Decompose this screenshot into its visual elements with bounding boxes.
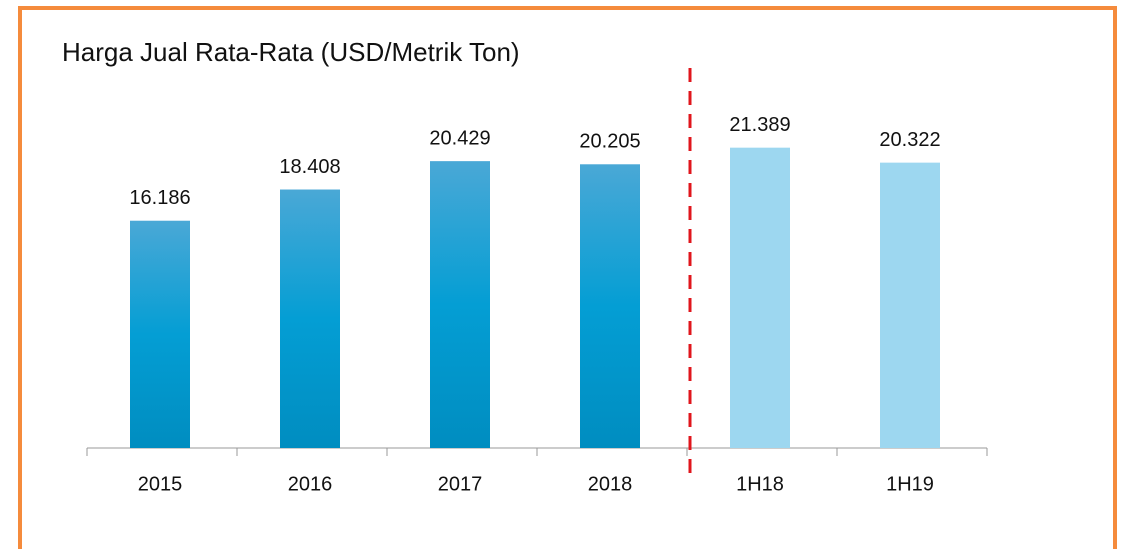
frame xyxy=(18,6,1117,549)
bar xyxy=(580,164,640,448)
bar xyxy=(730,147,790,449)
bar xyxy=(280,189,340,448)
bar xyxy=(130,220,190,448)
x-tick-label: 1H19 xyxy=(886,473,934,495)
value-label: 20.205 xyxy=(579,131,640,153)
x-tick-label: 2018 xyxy=(588,473,633,495)
value-label: 20.322 xyxy=(879,129,940,151)
value-label: 21.389 xyxy=(729,114,790,136)
x-tick-label: 2015 xyxy=(138,473,183,495)
x-tick-label: 2016 xyxy=(288,473,333,495)
x-tick-label: 1H18 xyxy=(736,473,784,495)
value-label: 18.408 xyxy=(279,156,340,178)
value-label: 20.429 xyxy=(429,127,490,149)
chart-title: Harga Jual Rata-Rata (USD/Metrik Ton) xyxy=(62,37,520,67)
bar xyxy=(430,161,490,448)
value-label: 16.186 xyxy=(129,187,190,209)
x-tick-label: 2017 xyxy=(438,473,483,495)
bar xyxy=(880,162,940,448)
